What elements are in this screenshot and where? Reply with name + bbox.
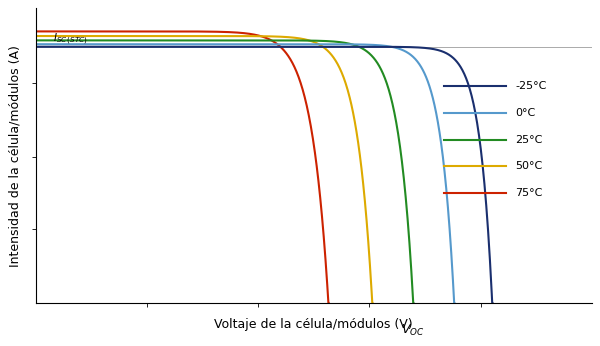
- Text: -25°C: -25°C: [515, 81, 547, 91]
- X-axis label: Voltaje de la célula/módulos (V): Voltaje de la célula/módulos (V): [214, 318, 413, 331]
- Text: $I_{SC\,(STC)}$: $I_{SC\,(STC)}$: [53, 31, 88, 47]
- Text: $V_{OC}$: $V_{OC}$: [401, 322, 425, 338]
- Text: 50°C: 50°C: [515, 161, 543, 171]
- Text: 25°C: 25°C: [515, 135, 543, 145]
- Y-axis label: Intensidad de la célula/módulos (A): Intensidad de la célula/módulos (A): [8, 45, 22, 267]
- Text: 0°C: 0°C: [515, 108, 536, 118]
- Text: 75°C: 75°C: [515, 188, 543, 198]
